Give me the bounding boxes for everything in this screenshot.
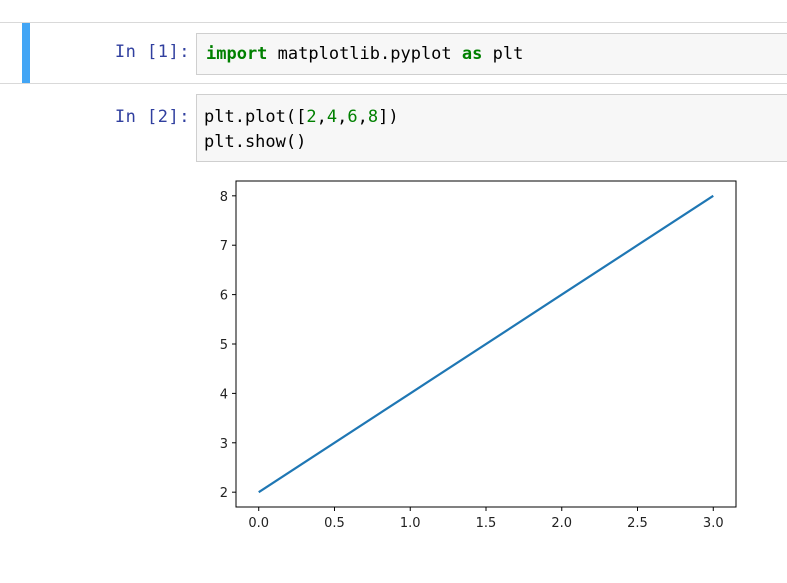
plot-frame [235,180,737,508]
code-token: , [337,107,348,127]
code-cell-1[interactable]: In [1]: import matplotlib.pyplot as plt [0,22,787,84]
x-tick-label: 0.0 [248,516,269,531]
series-line [258,194,714,494]
code-token: 8 [367,107,379,127]
x-tick-label: 2.0 [551,516,572,531]
y-tick-label: 6 [220,289,228,304]
x-tick-label: 1.0 [400,516,421,531]
x-tick-label: 0.5 [324,516,345,531]
input-prompt: In [1]: [114,42,190,62]
y-tick-label: 4 [220,387,228,402]
y-tick-label: 7 [220,239,228,254]
code-token: 4 [326,107,338,127]
code-token: ]) [378,107,399,127]
code-line: import matplotlib.pyplot as plt [206,44,787,64]
y-tick-label: 3 [220,437,228,452]
code-token: plt.plot([ [204,107,307,127]
input-prompt: In [2]: [114,107,190,127]
x-axis-ticks: 0.0 0.5 1.0 1.5 2.0 2.5 3.0 [248,507,724,531]
code-token: import [206,44,268,64]
code-editor[interactable]: plt.plot([2,4,6,8]) plt.show() [196,94,787,162]
x-tick-label: 3.0 [703,516,724,531]
x-tick-label: 2.5 [627,516,648,531]
code-token: matplotlib.pyplot [267,44,462,64]
y-tick-label: 2 [220,486,228,501]
y-tick-label: 8 [220,190,228,205]
code-line: plt.show() [204,130,787,155]
y-axis-ticks: 2 3 4 5 6 7 8 [220,190,236,501]
code-token: , [357,107,368,127]
plot-lines [258,194,714,494]
code-token: , [316,107,327,127]
code-token: as [461,44,483,64]
code-line: plt.plot([2,4,6,8]) [204,105,787,130]
cell-selection-bar [22,23,30,83]
output-plot: 0.0 0.5 1.0 1.5 2.0 2.5 3.0 2 3 4 5 6 7 8 [220,180,737,531]
code-token: plt [482,44,524,64]
x-tick-label: 1.5 [476,516,497,531]
code-token: 6 [347,107,358,127]
code-editor[interactable]: import matplotlib.pyplot as plt [196,33,787,75]
code-token: 2 [306,107,317,127]
y-tick-label: 5 [220,338,228,353]
code-token: plt.show() [204,132,307,152]
